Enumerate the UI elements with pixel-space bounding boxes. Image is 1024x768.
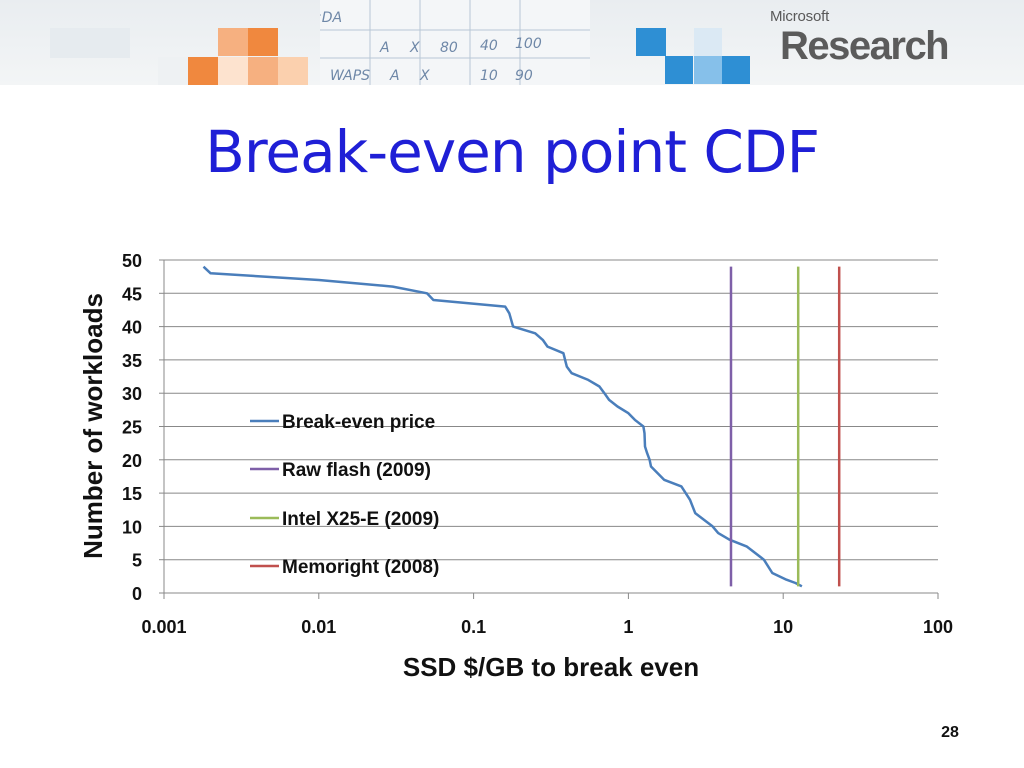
x-tick-label: 1 xyxy=(623,617,633,637)
svg-text:WAPS: WAPS xyxy=(330,68,370,84)
svg-text:A: A xyxy=(389,68,400,84)
header-decor-square xyxy=(665,56,693,84)
legend-label: Break-even price xyxy=(282,412,435,433)
header-decor-square xyxy=(188,57,218,85)
svg-text:10: 10 xyxy=(480,68,498,84)
svg-text:A: A xyxy=(379,40,390,56)
header-decor-square xyxy=(694,56,722,84)
y-tick-label: 30 xyxy=(122,384,142,404)
legend-label: Memoright (2008) xyxy=(282,557,439,578)
y-tick-label: 5 xyxy=(132,551,142,571)
header-decor-square xyxy=(50,28,130,58)
y-tick-label: 0 xyxy=(132,584,142,604)
x-tick-label: 100 xyxy=(923,617,953,637)
svg-text:#DA: #DA xyxy=(320,10,342,26)
svg-text:X: X xyxy=(419,68,430,84)
y-tick-label: 45 xyxy=(122,284,142,304)
x-tick-label: 0.01 xyxy=(301,617,336,637)
page-number: 28 xyxy=(941,724,959,741)
x-tick-label: 10 xyxy=(773,617,793,637)
header-decor-square xyxy=(278,57,308,85)
header-decor-square xyxy=(248,57,278,85)
header-decor-square xyxy=(722,56,750,84)
svg-text:90: 90 xyxy=(515,68,533,84)
y-tick-label: 15 xyxy=(122,484,142,504)
header-decor-square xyxy=(218,57,248,85)
header-decor-square xyxy=(636,28,666,56)
y-tick-label: 35 xyxy=(122,351,142,371)
header-decor-square xyxy=(218,28,248,56)
y-tick-label: 20 xyxy=(122,451,142,471)
y-tick-label: 40 xyxy=(122,318,142,338)
header-decor-square xyxy=(158,57,188,85)
x-tick-label: 0.001 xyxy=(141,617,186,637)
y-tick-label: 50 xyxy=(122,251,142,271)
header-decor-square xyxy=(694,28,722,56)
header-decor-square xyxy=(248,28,278,56)
logo-company: Microsoft xyxy=(770,8,830,25)
svg-text:40: 40 xyxy=(480,38,498,54)
slide-title: Break-even point CDF xyxy=(205,118,820,186)
microsoft-research-logo: Microsoft Research xyxy=(770,8,960,68)
series-line-break-even-price xyxy=(202,265,803,588)
x-axis-title: SSD $/GB to break even xyxy=(403,652,699,682)
legend-label: Raw flash (2009) xyxy=(282,460,431,481)
logo-division: Research xyxy=(780,24,950,68)
svg-text:100: 100 xyxy=(515,36,542,52)
x-tick-label: 0.1 xyxy=(461,617,486,637)
svg-text:80: 80 xyxy=(440,40,458,56)
y-axis-title: Number of workloads xyxy=(78,293,108,559)
y-tick-label: 25 xyxy=(122,418,142,438)
svg-text:X: X xyxy=(409,40,420,56)
y-tick-label: 10 xyxy=(122,517,142,537)
legend-label: Intel X25-E (2009) xyxy=(282,509,439,530)
